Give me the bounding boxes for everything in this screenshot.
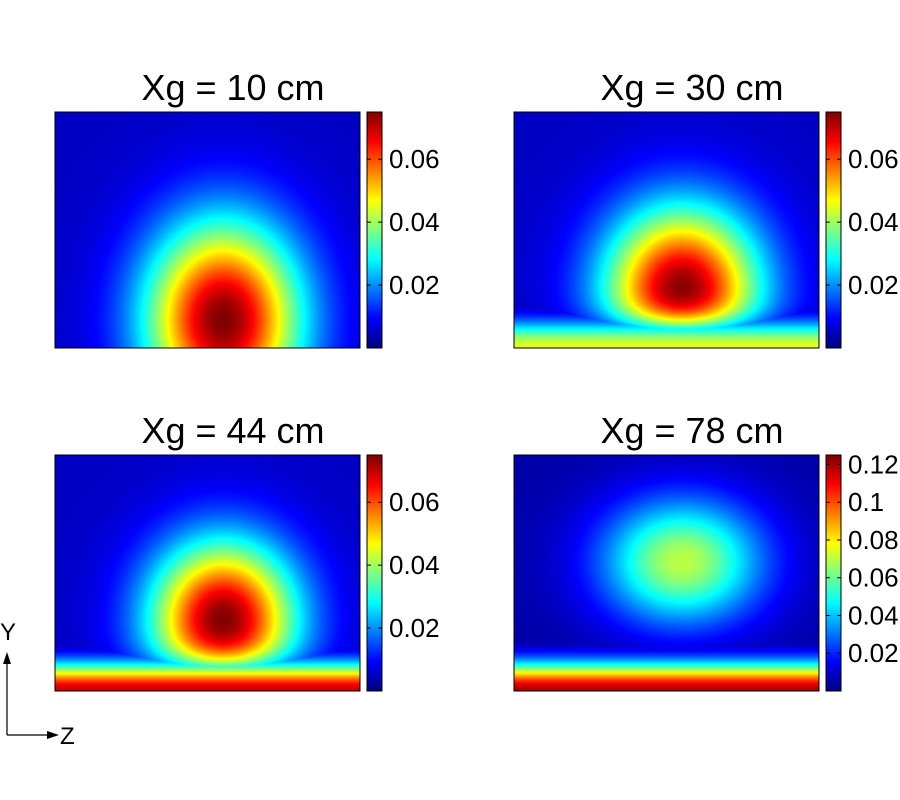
axes-indicator: Y Z	[0, 619, 75, 750]
panel-3: Xg = 44 cm 0.02 0.04 0.06	[54, 410, 440, 692]
panel-2-colorbar-frame	[825, 111, 842, 349]
z-axis-arrowhead	[47, 731, 59, 739]
y-axis-label: Y	[0, 619, 16, 646]
panel-4-colorbar-tick-label: 0.1	[848, 487, 884, 517]
panel-4-colorbar-tick-label: 0.08	[848, 525, 899, 555]
panel-1: Xg = 10 cm 0.02 0.04 0.06	[54, 67, 440, 349]
panel-1-heatmap	[55, 112, 360, 348]
panel-2-colorbar-tick-label: 0.06	[848, 144, 899, 174]
panel-3-frame	[54, 454, 361, 692]
panel-1-title: Xg = 10 cm	[141, 67, 324, 108]
panel-2: Xg = 30 cm 0.02 0.04 0.06	[513, 67, 899, 349]
panel-4: Xg = 78 cm 0.02 0.04 0.06 0.08 0.1 0.12	[513, 410, 899, 692]
panel-3-title: Xg = 44 cm	[141, 410, 324, 451]
panel-4-colorbar-tick-label: 0.06	[848, 563, 899, 593]
z-axis-label: Z	[60, 723, 75, 750]
panel-1-colorbar-frame	[366, 111, 383, 349]
panel-2-frame	[513, 111, 820, 349]
panel-2-colorbar-tick-label: 0.04	[848, 207, 899, 237]
panel-4-colorbar-tick-label: 0.12	[848, 449, 899, 479]
panel-2-colorbar-ticks: 0.02 0.04 0.06	[826, 144, 899, 300]
panel-1-colorbar	[367, 112, 382, 348]
panel-1-colorbar-tick-label: 0.02	[389, 270, 440, 300]
panel-1-colorbar-tick-label: 0.04	[389, 207, 440, 237]
panel-3-colorbar-ticks: 0.02 0.04 0.06	[367, 487, 440, 643]
panel-2-title: Xg = 30 cm	[600, 67, 783, 108]
panel-4-colorbar-tick-label: 0.02	[848, 638, 899, 668]
panel-4-heatmap	[514, 455, 819, 691]
panel-4-colorbar-frame	[825, 454, 842, 692]
panel-1-colorbar-tick-label: 0.06	[389, 144, 440, 174]
panel-4-colorbar	[826, 455, 841, 691]
panel-3-colorbar-tick-label: 0.06	[389, 487, 440, 517]
panel-4-title: Xg = 78 cm	[600, 410, 783, 451]
panel-3-colorbar-tick-label: 0.04	[389, 550, 440, 580]
panel-2-heatmap	[514, 112, 819, 348]
panel-3-heatmap	[55, 455, 360, 691]
panel-2-colorbar-tick-label: 0.02	[848, 270, 899, 300]
panel-1-colorbar-ticks: 0.02 0.04 0.06	[367, 144, 440, 300]
panel-3-colorbar-tick-label: 0.02	[389, 613, 440, 643]
panel-4-colorbar-tick-label: 0.04	[848, 600, 899, 630]
panel-2-colorbar	[826, 112, 841, 348]
panel-3-colorbar-frame	[366, 454, 383, 692]
panel-1-frame	[54, 111, 361, 349]
panel-4-colorbar-ticks: 0.02 0.04 0.06 0.08 0.1 0.12	[826, 449, 899, 668]
y-axis-arrowhead	[3, 652, 11, 664]
panel-4-frame	[513, 454, 820, 692]
panel-3-colorbar	[367, 455, 382, 691]
